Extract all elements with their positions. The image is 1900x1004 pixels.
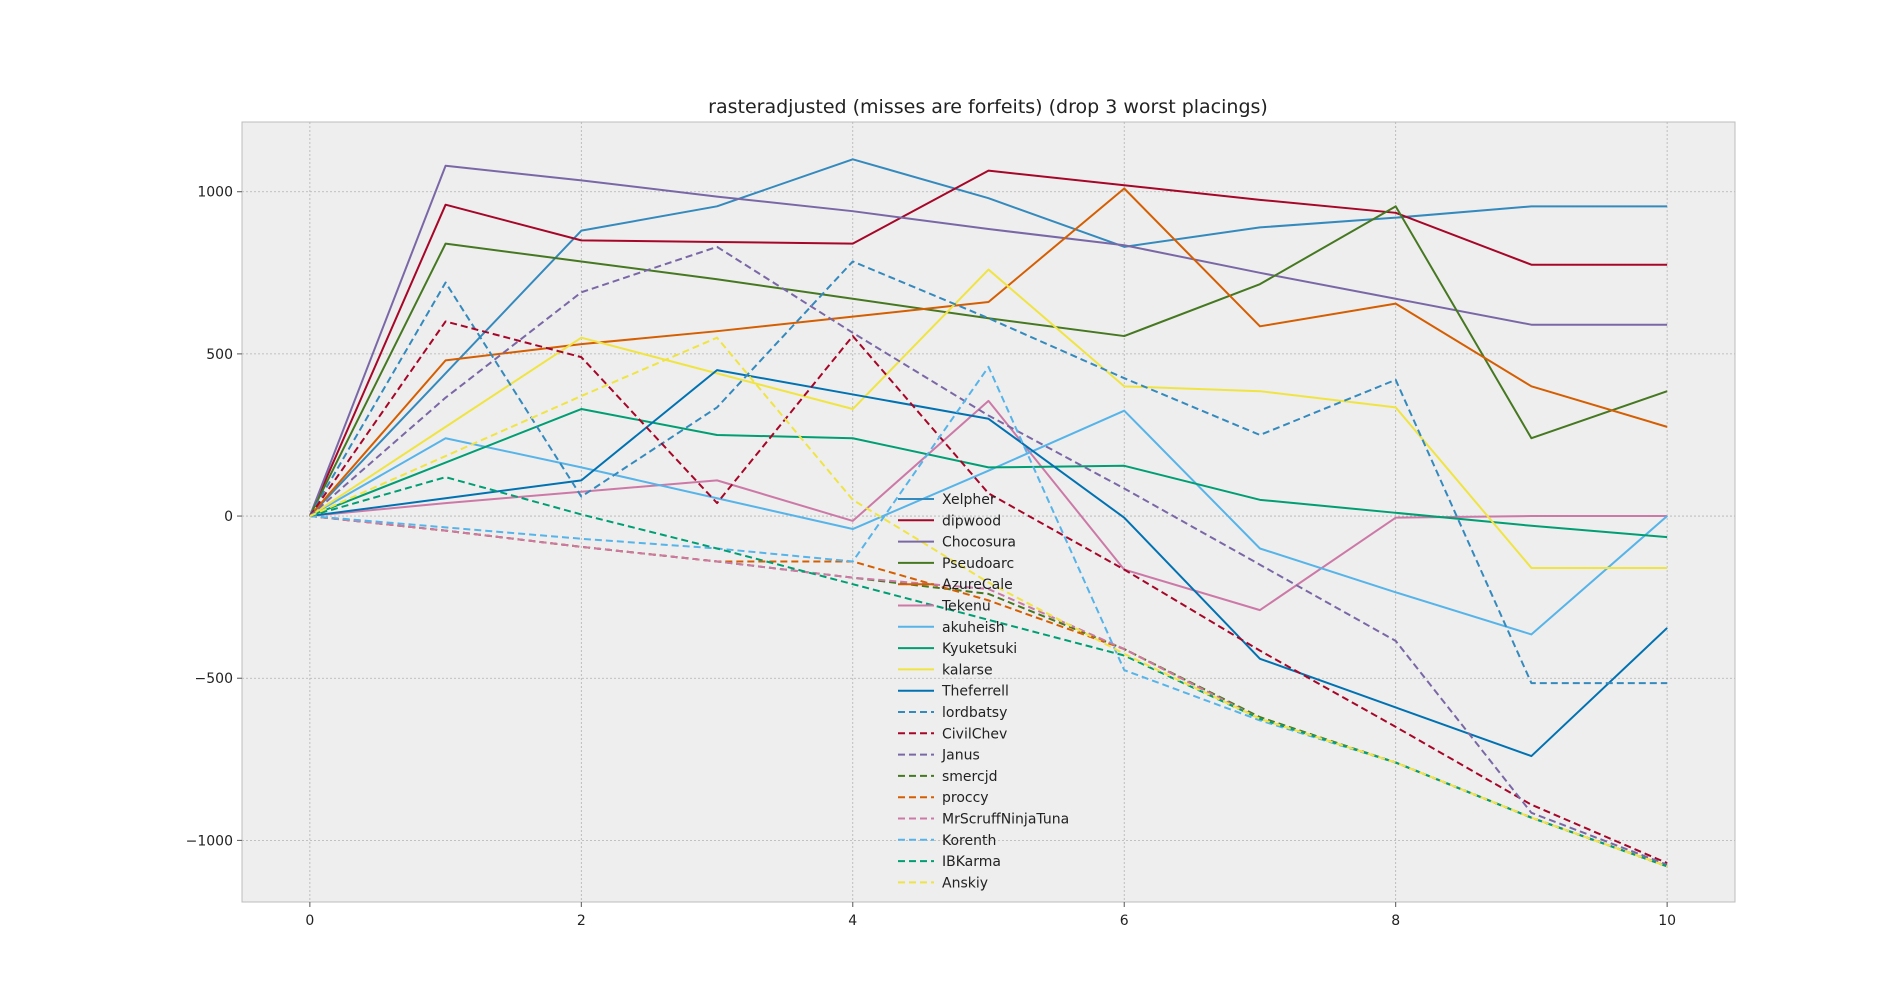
series-line-azurecale bbox=[309, 187, 1668, 517]
legend-label: Theferrell bbox=[941, 684, 1009, 700]
series-line-pseudoarc bbox=[308, 205, 1668, 517]
series-line-dipwood bbox=[308, 169, 1668, 517]
series-line-anskiy bbox=[309, 336, 1668, 868]
x-tick-label: 4 bbox=[848, 913, 857, 929]
legend-label: Pseudoarc bbox=[942, 556, 1014, 572]
series-line-janus bbox=[309, 245, 1668, 866]
x-tick-label: 6 bbox=[1120, 913, 1129, 929]
x-axis-ticks: 0 2 4 6 8 10 bbox=[305, 902, 1676, 929]
legend-label: lordbatsy bbox=[942, 705, 1007, 721]
legend-label: Kyuketsuki bbox=[942, 641, 1017, 657]
legend-label: Tekenu bbox=[941, 599, 991, 615]
x-tick-label: 2 bbox=[577, 913, 586, 929]
series-line-civilchev bbox=[309, 320, 1668, 864]
y-axis-ticks: 1000 500 0 −500 −1000 bbox=[186, 185, 242, 849]
legend-label: AzureCale bbox=[942, 577, 1013, 593]
series-line-theferrell bbox=[309, 369, 1668, 758]
legend-label: smercjd bbox=[942, 769, 997, 785]
x-tick-label: 8 bbox=[1391, 913, 1400, 929]
x-tick-label: 0 bbox=[305, 913, 314, 929]
legend-label: Korenth bbox=[942, 833, 996, 849]
y-tick-label: 1000 bbox=[197, 185, 233, 201]
legend-label: Anskiy bbox=[942, 875, 988, 891]
legend-label: Janus bbox=[941, 748, 980, 764]
series-line-ibkarma bbox=[309, 476, 1668, 868]
legend-label: Xelpher bbox=[942, 492, 996, 508]
legend-label: CivilChev bbox=[942, 726, 1007, 742]
y-tick-label: 500 bbox=[206, 347, 233, 363]
plot-background bbox=[241, 121, 1736, 903]
series-line-korenth bbox=[309, 365, 1668, 868]
series-line-kalarse bbox=[309, 268, 1668, 569]
series-line-chocosura bbox=[308, 164, 1668, 517]
series-line-xelpher bbox=[309, 158, 1668, 517]
legend: Xelpher dipwood Chocosura Pseudoarc AzureCal… bbox=[898, 492, 1069, 891]
series-line-proccy bbox=[309, 515, 1668, 868]
series-line-lordbatsy bbox=[308, 260, 1668, 685]
legend-label: akuheish bbox=[942, 620, 1005, 636]
series-line-akuheish bbox=[309, 409, 1668, 636]
legend-label: Chocosura bbox=[942, 535, 1016, 551]
chart-title: rasteradjusted (misses are forfeits) (dr… bbox=[708, 96, 1268, 118]
y-tick-label: 0 bbox=[224, 509, 233, 525]
series-line-mrscruffninjatuna bbox=[309, 515, 1668, 868]
series-lines bbox=[308, 158, 1668, 868]
legend-label: MrScruffNinjaTuna bbox=[942, 812, 1069, 828]
y-tick-label: −1000 bbox=[186, 833, 233, 849]
series-line-smercjd bbox=[309, 515, 1668, 868]
legend-label: dipwood bbox=[942, 513, 1001, 529]
legend-label: IBKarma bbox=[942, 854, 1001, 870]
legend-label: kalarse bbox=[942, 662, 993, 678]
y-tick-label: −500 bbox=[195, 671, 233, 687]
x-tick-label: 10 bbox=[1658, 913, 1676, 929]
legend-label: proccy bbox=[942, 790, 989, 806]
